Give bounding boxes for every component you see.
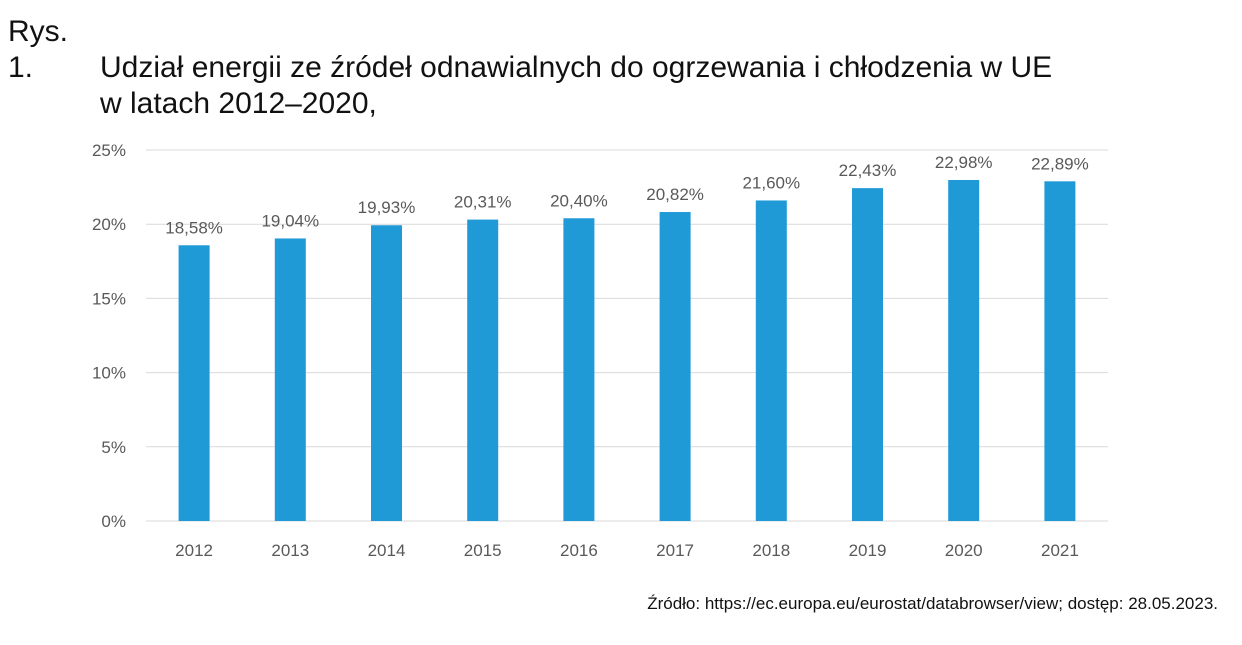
y-tick-label: 20% (92, 215, 126, 234)
data-label: 19,93% (358, 198, 416, 217)
data-label: 20,82% (646, 185, 704, 204)
bar (371, 225, 402, 521)
x-tick-label: 2018 (752, 541, 790, 560)
bar (274, 238, 306, 521)
figure-title-line1: Udział energii ze źródeł odnawialnych do… (100, 51, 1053, 84)
figure-number: Rys. 1. (8, 15, 68, 84)
data-label: 21,60% (742, 173, 800, 192)
data-label: 18,58% (165, 218, 223, 237)
data-label: 22,43% (839, 161, 897, 180)
figure-title-line2: w latach 2012–2020, (100, 87, 377, 120)
x-tick-label: 2015 (464, 541, 502, 560)
data-label: 19,04% (261, 211, 319, 230)
x-tick-label: 2013 (271, 541, 309, 560)
x-tick-label: 2019 (849, 541, 887, 560)
data-label: 22,98% (935, 153, 993, 172)
y-tick-label: 10% (92, 364, 126, 383)
bar (852, 188, 883, 521)
source-note: Źródło: https://ec.europa.eu/eurostat/da… (647, 594, 1218, 613)
bar (467, 219, 499, 521)
bar (948, 179, 980, 521)
data-label: 20,31% (454, 193, 512, 212)
x-tick-label: 2014 (368, 541, 406, 560)
x-tick-label: 2012 (175, 541, 213, 560)
y-tick-label: 15% (92, 289, 126, 308)
figure-title: Rys. 1. Udział energii ze źródeł odnawial… (8, 14, 1052, 122)
data-label: 22,89% (1031, 154, 1089, 173)
x-tick-label: 2017 (656, 541, 694, 560)
x-tick-label: 2021 (1041, 541, 1079, 560)
bar (178, 245, 210, 521)
bar (659, 212, 691, 522)
y-tick-label: 0% (101, 512, 126, 531)
y-tick-label: 5% (101, 438, 126, 457)
bar (563, 218, 595, 521)
y-tick-label: 25% (92, 141, 126, 160)
bar (1044, 181, 1076, 522)
bar (755, 200, 787, 521)
x-tick-label: 2020 (945, 541, 983, 560)
data-label: 20,40% (550, 191, 608, 210)
x-tick-label: 2016 (560, 541, 598, 560)
